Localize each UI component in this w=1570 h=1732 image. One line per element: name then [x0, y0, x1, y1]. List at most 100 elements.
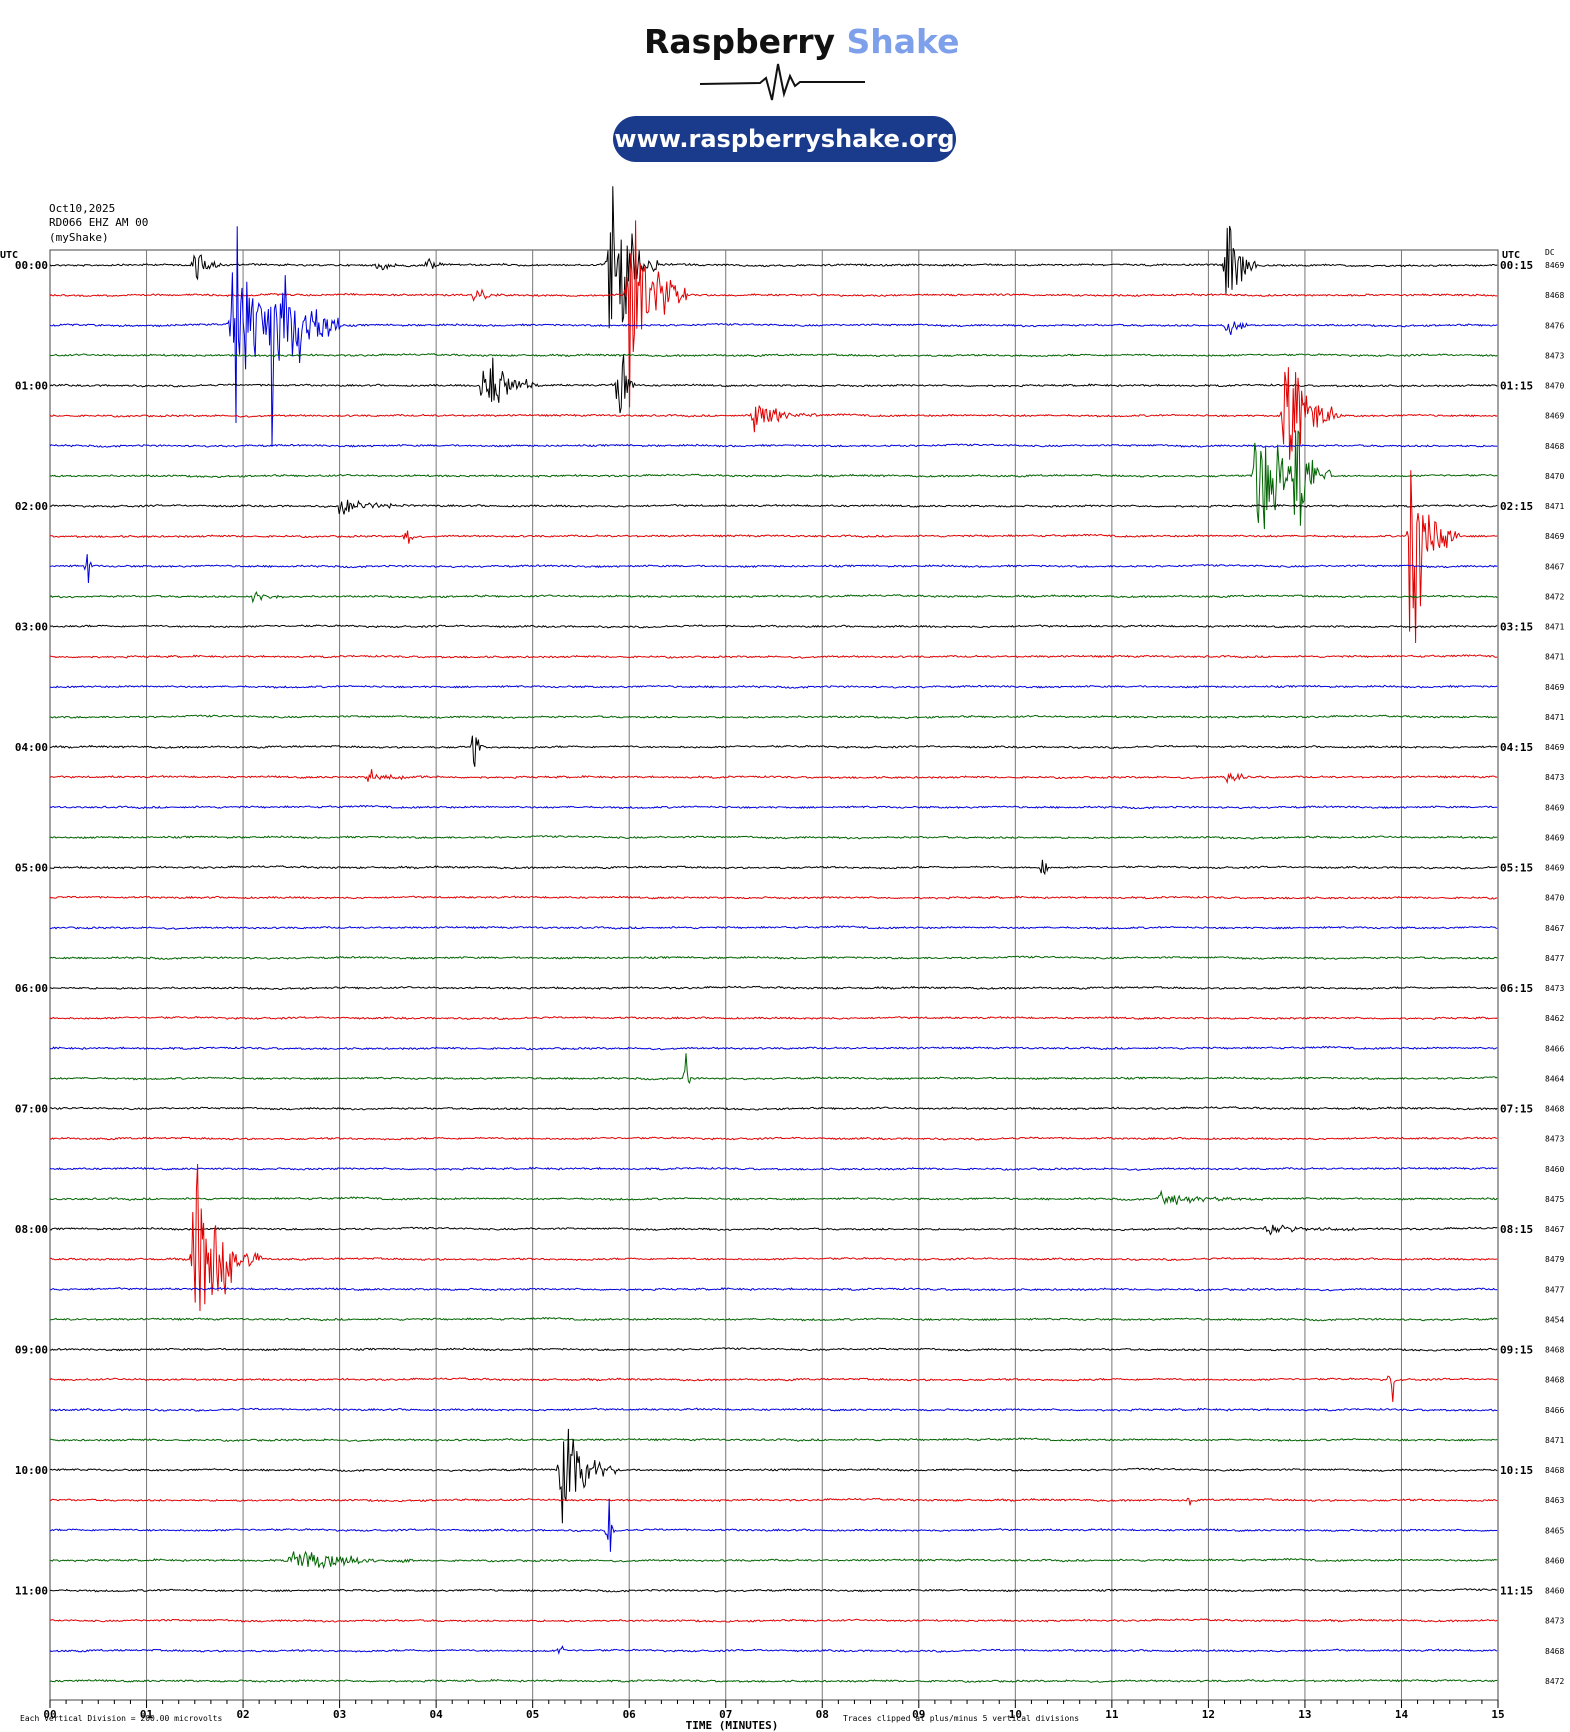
seismic-trace [49, 1166, 1498, 1171]
x-tick-label: 06 [623, 1708, 637, 1721]
left-hour-label: 00:00 [15, 259, 48, 272]
dc-value-label: 8469 [1545, 412, 1564, 421]
dc-value-label: 8470 [1545, 894, 1564, 903]
dc-value-label: 8460 [1545, 1556, 1564, 1565]
seismic-trace [49, 1437, 1498, 1442]
right-hour-label: 09:15 [1500, 1344, 1533, 1357]
dc-value-label: 8469 [1545, 803, 1564, 812]
dc-value-label: 8462 [1545, 1014, 1564, 1023]
x-tick-label: 02 [236, 1708, 249, 1721]
right-hour-label: 07:15 [1500, 1103, 1533, 1116]
dc-value-label: 8465 [1545, 1526, 1564, 1535]
dc-value-label: 8460 [1545, 1587, 1564, 1596]
dc-value-label: 8468 [1545, 442, 1564, 451]
x-tick-label: 03 [333, 1708, 346, 1721]
seismic-trace [49, 895, 1498, 900]
seismic-trace [49, 1618, 1498, 1623]
x-tick-label: 01 [140, 1708, 154, 1721]
website-url-badge[interactable]: www.raspberryshake.org [613, 116, 956, 162]
date-label: Oct10,2025 [49, 202, 116, 215]
left-hour-label: 03:00 [15, 621, 48, 634]
seismic-trace [49, 1136, 1498, 1141]
dc-value-label: 8468 [1545, 1105, 1564, 1114]
left-hour-label: 05:00 [15, 862, 48, 875]
left-hour-label: 10:00 [15, 1464, 48, 1477]
x-tick-label: 10 [1009, 1708, 1022, 1721]
x-tick-label: 13 [1298, 1708, 1311, 1721]
right-hour-label: 08:15 [1500, 1223, 1533, 1236]
seismic-trace [49, 186, 1498, 329]
seismic-trace [49, 220, 1498, 408]
seismic-trace [49, 590, 1498, 604]
seismic-trace [49, 1316, 1498, 1322]
vertical-division-note: Each Vertical Division = 200.00 microvol… [20, 1714, 223, 1723]
seismic-trace [49, 859, 1498, 876]
brand-word-1: Raspberry [644, 22, 836, 61]
left-hour-label: 08:00 [15, 1223, 48, 1236]
dc-value-label: 8469 [1545, 833, 1564, 842]
seismic-trace [49, 1189, 1498, 1206]
dc-value-label: 8473 [1545, 1135, 1564, 1144]
dc-value-label: 8473 [1545, 984, 1564, 993]
right-hour-label: 06:15 [1500, 982, 1533, 995]
dc-value-label: 8471 [1545, 502, 1564, 511]
x-tick-label: 05 [526, 1708, 539, 1721]
seismic-trace [49, 1407, 1498, 1412]
dc-value-label: 8471 [1545, 623, 1564, 632]
clipping-note: Traces clipped at plus/minus 5 vertical … [843, 1714, 1080, 1723]
seismic-trace [50, 1588, 1498, 1593]
dc-header: DC [1545, 248, 1555, 257]
dc-value-label: 8466 [1545, 1044, 1564, 1053]
seismic-trace [49, 804, 1498, 810]
dc-value-label: 8466 [1545, 1406, 1564, 1415]
seismic-trace [49, 1499, 1498, 1552]
right-hour-label: 01:15 [1500, 380, 1533, 393]
dc-value-label: 8475 [1545, 1195, 1564, 1204]
dc-value-label: 8467 [1545, 924, 1564, 933]
seismic-trace [49, 1224, 1498, 1236]
dc-value-label: 8476 [1545, 321, 1564, 330]
seismic-trace [49, 1163, 1498, 1312]
dc-value-label: 8471 [1545, 713, 1564, 722]
seismic-trace [50, 1286, 1498, 1292]
dc-value-label: 8470 [1545, 472, 1564, 481]
dc-value-label: 8463 [1545, 1496, 1564, 1505]
seismic-trace [49, 1053, 1498, 1085]
dc-value-label: 8472 [1545, 1677, 1564, 1686]
left-hour-label: 02:00 [15, 500, 48, 513]
right-hour-label: 02:15 [1500, 500, 1533, 513]
raspberry-shake-logo: Raspberry Shake www.raspberryshake.org [560, 18, 1010, 168]
dc-value-label: 8468 [1545, 1647, 1564, 1656]
dc-value-label: 8469 [1545, 261, 1564, 270]
seismic-trace [49, 624, 1498, 629]
x-tick-label: 00 [43, 1708, 56, 1721]
dc-value-label: 8467 [1545, 1225, 1564, 1234]
dc-value-label: 8468 [1545, 291, 1564, 300]
seismic-trace [49, 443, 1498, 448]
x-tick-label: 12 [1202, 1708, 1215, 1721]
left-hour-label: 06:00 [15, 982, 48, 995]
right-hour-label: 03:15 [1500, 621, 1533, 634]
dc-value-label: 8479 [1545, 1255, 1564, 1264]
seismic-trace [49, 1347, 1498, 1352]
seismic-trace [49, 554, 1498, 584]
brand-title: Raspberry Shake [644, 22, 960, 61]
seismic-trace [50, 470, 1498, 644]
seismic-wave-icon [700, 63, 865, 101]
right-hour-label: 10:15 [1500, 1464, 1533, 1477]
dc-value-label: 8470 [1545, 382, 1564, 391]
seismic-trace [49, 769, 1498, 785]
seismic-trace [49, 1428, 1498, 1524]
seismic-trace [49, 367, 1498, 460]
seismic-trace [49, 354, 1498, 414]
left-hour-label: 07:00 [15, 1103, 48, 1116]
dc-value-label: 8467 [1545, 562, 1564, 571]
brand-word-2: Shake [846, 22, 960, 61]
x-tick-label: 09 [912, 1708, 925, 1721]
seismic-trace [49, 1375, 1498, 1402]
dc-value-label: 8473 [1545, 1617, 1564, 1626]
seismic-trace [49, 353, 1498, 358]
seismic-trace [49, 654, 1498, 659]
seismic-trace [49, 735, 1498, 767]
